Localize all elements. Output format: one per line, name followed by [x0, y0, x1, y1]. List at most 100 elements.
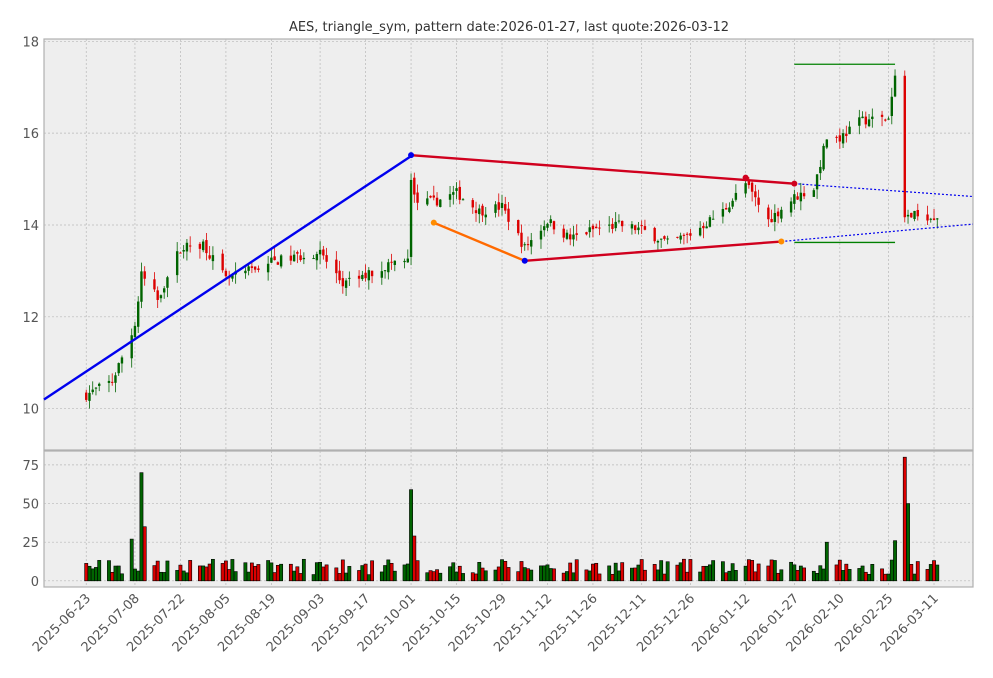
candle-body: [162, 288, 166, 293]
volume-bar: [675, 564, 680, 582]
candle-body: [153, 279, 156, 290]
candle-body: [666, 238, 669, 240]
volume-bar: [769, 559, 774, 582]
volume-bar: [503, 560, 508, 582]
volume-tick-label: 25: [22, 536, 39, 551]
candle-body: [140, 271, 143, 302]
candle-body: [848, 126, 851, 135]
candle-body: [296, 252, 299, 254]
volume-bar: [457, 565, 462, 582]
candle-body: [416, 192, 419, 203]
candle-body: [182, 250, 185, 252]
candle-body: [409, 180, 413, 257]
volume-bar: [405, 563, 410, 582]
volume-bar: [561, 572, 566, 582]
volume-bar: [324, 564, 329, 582]
candle-body: [796, 196, 799, 200]
volume-bar: [802, 567, 806, 582]
candle-body: [569, 234, 572, 240]
volume-bar: [789, 561, 793, 582]
candle-body: [614, 221, 617, 229]
candle-body: [799, 192, 803, 202]
volume-tick-label: 75: [22, 459, 39, 474]
volume-bar: [370, 560, 374, 582]
candle-body: [120, 357, 124, 364]
volume-bar: [431, 571, 436, 582]
volume-bar: [288, 563, 293, 582]
candle-body: [663, 236, 666, 239]
candle-body: [481, 205, 484, 216]
pivot-marker: [791, 180, 798, 187]
volume-bar: [493, 569, 498, 582]
candle-body: [711, 218, 715, 220]
candle-body: [893, 75, 897, 97]
volume-bar: [720, 561, 725, 582]
candle-body: [458, 186, 461, 200]
volume-bar: [750, 560, 755, 582]
candle-body: [406, 258, 410, 263]
pivot-marker: [521, 257, 528, 264]
volume-bar: [256, 564, 261, 582]
volume-bar: [272, 572, 277, 582]
candle-body: [94, 387, 98, 389]
volume-bar: [711, 560, 716, 582]
candle-body: [221, 253, 224, 271]
volume-bar: [701, 565, 706, 582]
candle-body: [136, 301, 140, 327]
volume-bar: [269, 562, 274, 582]
candle-body: [175, 251, 179, 276]
volume-bar: [275, 564, 280, 582]
volume-bar: [928, 564, 933, 582]
candle-body: [880, 114, 884, 117]
volume-bar: [932, 560, 936, 582]
candle-body: [744, 183, 747, 194]
candle-body: [156, 290, 159, 300]
candle-body: [315, 254, 319, 261]
volume-bar: [357, 570, 361, 582]
pattern-line-lower: [524, 240, 782, 262]
volume-bar: [220, 563, 225, 582]
volume-bar: [392, 570, 397, 582]
candle-body: [344, 280, 348, 288]
volume-bar: [880, 568, 884, 582]
candle-body: [413, 177, 416, 195]
volume-bar: [110, 571, 115, 582]
volume-bar: [766, 565, 771, 582]
volume-bar: [249, 562, 254, 582]
candle-body: [916, 209, 919, 217]
volume-bar: [448, 566, 452, 582]
candle-body: [936, 218, 939, 220]
volume-bar: [178, 564, 183, 582]
candlestick-series: [85, 69, 939, 409]
volume-bar: [454, 571, 459, 582]
volume-bar: [470, 572, 475, 582]
volume-bar: [266, 560, 271, 582]
volume-bar: [571, 572, 576, 582]
candle-body: [871, 116, 874, 120]
volume-bar: [483, 570, 488, 582]
volume-bar: [815, 573, 819, 582]
candle-body: [767, 207, 770, 220]
candle-body: [312, 258, 315, 260]
candle-body: [211, 255, 215, 262]
candle-body: [357, 275, 361, 279]
volume-bar: [704, 565, 709, 582]
volume-bar: [366, 574, 371, 582]
candle-body: [682, 234, 686, 236]
volume-bar: [84, 563, 89, 582]
candle-body: [114, 375, 117, 383]
candle-body: [452, 192, 455, 195]
candle-body: [685, 233, 689, 235]
candle-body: [598, 227, 601, 229]
candle-body: [543, 226, 546, 231]
candle-body: [393, 260, 397, 265]
candle-body: [789, 201, 793, 213]
candle-body: [111, 381, 114, 383]
candle-body: [208, 255, 211, 259]
volume-tick-label: 0: [31, 575, 39, 590]
candle-body: [98, 383, 101, 386]
volume-bar: [246, 571, 251, 582]
volume-bar: [94, 567, 98, 582]
candle-body: [188, 245, 192, 247]
candle-body: [815, 174, 819, 190]
